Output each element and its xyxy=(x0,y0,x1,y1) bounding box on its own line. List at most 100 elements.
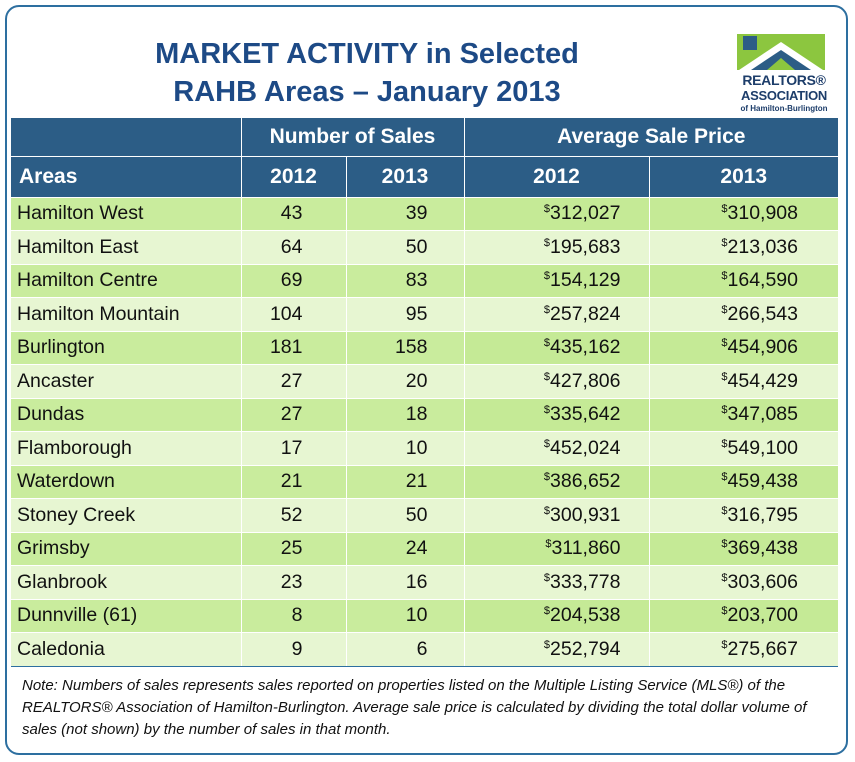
currency-symbol: $ xyxy=(543,437,550,450)
currency-symbol: $ xyxy=(543,504,550,517)
price-2013-cell: $164,590 xyxy=(648,263,838,298)
currency-symbol: $ xyxy=(721,236,728,249)
price-2012-cell: $300,931 xyxy=(463,498,649,532)
price-value: 435,162 xyxy=(550,336,621,359)
sales-2013-cell: 18 xyxy=(345,397,464,432)
sales-2013-cell: 95 xyxy=(345,297,464,331)
price-2013-cell: $549,100 xyxy=(648,431,838,465)
sales-2013-cell: 50 xyxy=(345,230,464,264)
price-value: 204,538 xyxy=(550,604,621,627)
sales-2012-cell: 69 xyxy=(240,263,346,298)
table-row: Grimsby 25 24 $311,860 $369,438 xyxy=(11,531,838,566)
price-value: 316,795 xyxy=(727,503,799,526)
currency-symbol: $ xyxy=(543,203,550,216)
footnote: Note: Numbers of sales represents sales … xyxy=(11,666,838,744)
sales-2013-cell: 20 xyxy=(345,364,464,398)
area-cell: Grimsby xyxy=(11,531,241,566)
table-row: Hamilton East 64 50 $195,683 $213,036 xyxy=(11,230,838,264)
price-value: 203,700 xyxy=(727,604,799,627)
currency-symbol: $ xyxy=(721,303,728,316)
price-2013-cell: $310,908 xyxy=(648,196,838,231)
price-2013-cell: $369,438 xyxy=(648,531,838,566)
price-value: 335,642 xyxy=(550,403,621,426)
currency-symbol: $ xyxy=(543,571,550,584)
sales-2012-cell: 104 xyxy=(240,297,346,331)
currency-symbol: $ xyxy=(543,605,550,618)
table-row: Flamborough 17 10 $452,024 $549,100 xyxy=(11,431,838,465)
number-of-sales-header: Number of Sales xyxy=(240,118,464,156)
area-cell: Flamborough xyxy=(11,431,241,465)
sales-2012-cell: 8 xyxy=(240,598,346,633)
column-header-row: Areas 2012 2013 2012 2013 xyxy=(11,155,838,197)
price-value: 427,806 xyxy=(550,369,621,392)
sales-2012-cell: 21 xyxy=(240,464,346,499)
price-value: 213,036 xyxy=(727,235,799,258)
area-cell: Hamilton East xyxy=(11,230,241,264)
sales-2012-cell: 181 xyxy=(240,330,346,365)
price-value: 300,931 xyxy=(550,503,621,526)
price-2012-cell: $204,538 xyxy=(463,598,649,633)
price-2013-cell: $347,085 xyxy=(648,397,838,432)
price-value: 310,908 xyxy=(727,202,799,225)
currency-symbol: $ xyxy=(543,236,550,249)
currency-symbol: $ xyxy=(721,471,728,484)
price-2012-cell: $335,642 xyxy=(463,397,649,432)
table-row: Caledonia 9 6 $252,794 $275,667 xyxy=(11,632,838,666)
logo-text-association: ASSOCIATION xyxy=(740,88,828,103)
table-row: Glanbrook 23 16 $333,778 $303,606 xyxy=(11,565,838,599)
price-2013-cell: $316,795 xyxy=(648,498,838,532)
currency-symbol: $ xyxy=(721,605,728,618)
title-line-2: RAHB Areas – January 2013 xyxy=(173,76,561,108)
area-cell: Dundas xyxy=(11,397,241,432)
sales-2013-cell: 50 xyxy=(345,498,464,532)
price-value: 164,590 xyxy=(727,269,799,292)
price-value: 303,606 xyxy=(727,570,799,593)
realtors-association-logo: REALTORS® ASSOCIATION of Hamilton-Burlin… xyxy=(734,34,834,116)
table-row: Hamilton West 43 39 $312,027 $310,908 xyxy=(11,196,838,231)
price-2013-cell: $213,036 xyxy=(648,230,838,264)
sales-2012-cell: 23 xyxy=(240,565,346,599)
price-2013-cell: $203,700 xyxy=(648,598,838,633)
table-row: Stoney Creek 52 50 $300,931 $316,795 xyxy=(11,498,838,532)
currency-symbol: $ xyxy=(721,203,728,216)
table-row: Waterdown 21 21 $386,652 $459,438 xyxy=(11,464,838,499)
price-2013-cell: $303,606 xyxy=(648,565,838,599)
table-row: Dunnville (61) 8 10 $204,538 $203,700 xyxy=(11,598,838,633)
sales-2012-cell: 52 xyxy=(240,498,346,532)
currency-symbol: $ xyxy=(543,270,550,283)
table-row: Dundas 27 18 $335,642 $347,085 xyxy=(11,397,838,432)
sales-2012-cell: 27 xyxy=(240,364,346,398)
price-2012-cell: $386,652 xyxy=(463,464,649,499)
sales-2012-cell: 43 xyxy=(240,196,346,231)
price-value: 154,129 xyxy=(550,269,621,292)
price-2012-cell: $312,027 xyxy=(463,196,649,231)
sales-2013-cell: 10 xyxy=(345,431,464,465)
sales-2013-cell: 16 xyxy=(345,565,464,599)
house-logo-icon xyxy=(737,34,825,70)
sales-2012-cell: 27 xyxy=(240,397,346,432)
currency-symbol: $ xyxy=(543,303,550,316)
table-row: Hamilton Mountain 104 95 $257,824 $266,543 xyxy=(11,297,838,331)
area-cell: Ancaster xyxy=(11,364,241,398)
area-cell: Hamilton Centre xyxy=(11,263,241,298)
price-value: 459,438 xyxy=(727,470,799,493)
market-activity-table: Number of Sales Average Sale Price Areas… xyxy=(11,118,838,666)
page-title: MARKET ACTIVITY in Selected RAHB Areas –… xyxy=(7,35,727,111)
area-cell: Burlington xyxy=(11,330,241,365)
empty-header-cell xyxy=(11,118,241,156)
price-2012-cell: $333,778 xyxy=(463,565,649,599)
price-value: 252,794 xyxy=(550,638,621,660)
table-row: Hamilton Centre 69 83 $154,129 $164,590 xyxy=(11,263,838,298)
sales-2012-cell: 25 xyxy=(240,531,346,566)
price-2013-cell: $266,543 xyxy=(648,297,838,331)
table-row: Ancaster 27 20 $427,806 $454,429 xyxy=(11,364,838,398)
sales-2013-header: 2013 xyxy=(345,155,464,197)
currency-symbol: $ xyxy=(543,471,550,484)
sales-2013-cell: 21 xyxy=(345,464,464,499)
price-2012-cell: $452,024 xyxy=(463,431,649,465)
price-value: 454,429 xyxy=(727,369,799,392)
price-2013-cell: $454,906 xyxy=(648,330,838,365)
area-cell: Stoney Creek xyxy=(11,498,241,532)
currency-symbol: $ xyxy=(721,437,728,450)
area-cell: Hamilton West xyxy=(11,196,241,231)
